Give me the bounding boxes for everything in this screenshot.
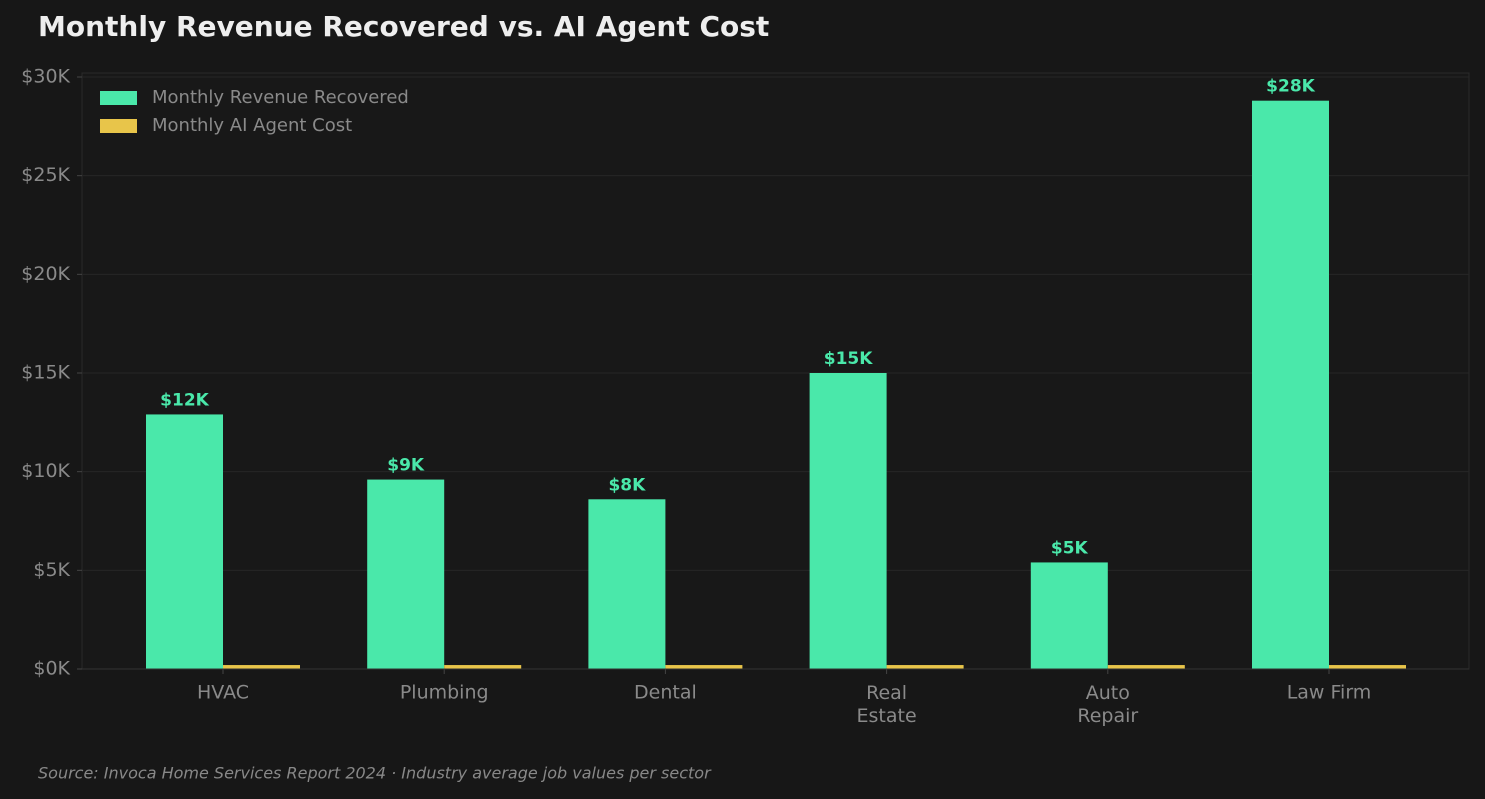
y-tick-label: $20K (21, 263, 70, 285)
bar (1329, 665, 1406, 669)
value-label: $15K (824, 349, 873, 369)
bar (146, 414, 223, 669)
x-tick-label: HVAC (197, 682, 249, 704)
value-label: $12K (160, 390, 209, 410)
legend-swatch (100, 119, 137, 133)
bar (588, 499, 666, 669)
value-label: $9K (387, 456, 425, 476)
x-tick-label: Auto Repair (1077, 682, 1138, 727)
x-tick-label: Dental (634, 682, 697, 704)
value-label: $8K (608, 475, 646, 495)
legend-swatch (100, 91, 137, 105)
y-tick-label: $30K (21, 66, 70, 88)
value-label: $5K (1051, 538, 1089, 558)
bar (1030, 562, 1108, 669)
footnote: Source: Invoca Home Services Report 2024… (38, 764, 712, 783)
bar (367, 479, 445, 669)
y-tick-label: $5K (33, 559, 70, 581)
bar (1107, 665, 1185, 669)
x-tick-label: Law Firm (1287, 682, 1372, 704)
bar (223, 665, 300, 669)
y-tick-label: $15K (21, 362, 70, 384)
bar (665, 665, 743, 669)
legend-label: Monthly AI Agent Cost (152, 115, 352, 136)
legend-label: Monthly Revenue Recovered (152, 87, 409, 108)
y-tick-label: $0K (33, 658, 70, 680)
y-tick-label: $25K (21, 164, 70, 186)
bar (886, 665, 964, 669)
bar (809, 373, 887, 669)
x-tick-label: Real Estate (857, 682, 917, 727)
chart-title: Monthly Revenue Recovered vs. AI Agent C… (38, 10, 769, 43)
bar (1252, 100, 1329, 670)
x-tick-label: Plumbing (400, 682, 489, 704)
plot-area (81, 72, 1470, 670)
y-tick-label: $10K (21, 460, 70, 482)
value-label: $28K (1266, 77, 1315, 97)
bar (444, 665, 522, 669)
